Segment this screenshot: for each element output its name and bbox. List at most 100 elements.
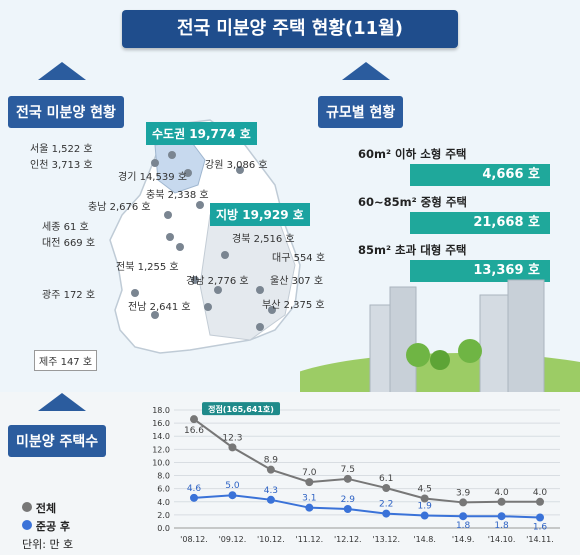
data-point xyxy=(305,478,314,487)
data-label: 7.0 xyxy=(302,468,317,478)
label-jeju: 제주 147 호 xyxy=(34,350,98,371)
x-tick-label: '11.12. xyxy=(296,535,324,544)
non-capital-region-tag: 지방 19,929 호 xyxy=(210,203,310,226)
data-point xyxy=(536,513,544,522)
label-daegu: 대구 554 호 xyxy=(272,253,326,264)
data-label: 4.0 xyxy=(494,488,509,498)
data-label: 7.5 xyxy=(341,465,355,475)
y-tick-label: 16.0 xyxy=(152,419,170,428)
data-point xyxy=(266,495,275,504)
data-point xyxy=(459,512,468,521)
size-medium-label: 60~85m² 중형 주택 xyxy=(358,195,467,209)
label-chungnam: 충남 2,676 호 xyxy=(88,202,151,213)
line-chart: 0.0 2.0 4.0 6.0 8.0 10.0 12.0 14.0 16.0 18.0 '08.1… xyxy=(152,402,560,544)
y-tick-label: 18.0 xyxy=(152,406,170,415)
label-jeonnam: 전남 2,641 호 xyxy=(128,302,191,313)
legend-total-dot xyxy=(22,502,32,512)
x-tick-label: '08.12. xyxy=(180,535,208,544)
legend-completed-dot xyxy=(22,520,32,530)
size-small-value: 4,666 호 xyxy=(410,164,550,186)
size-large-label: 85m² 초과 대형 주택 xyxy=(358,243,467,257)
x-tick-label: '14.11. xyxy=(526,535,554,544)
data-point xyxy=(343,474,352,483)
label-gangwon: 강원 3,086 호 xyxy=(205,160,268,171)
page-title: 전국 미분양 주택 현황(11월) xyxy=(122,10,458,48)
data-point xyxy=(228,443,237,452)
label-gwangju: 광주 172 호 xyxy=(42,290,96,301)
x-tick-label: '13.12. xyxy=(372,535,400,544)
chart-section-tag: 미분양 주택수 xyxy=(8,425,107,457)
data-point xyxy=(305,503,314,512)
label-incheon: 인천 3,713 호 xyxy=(30,160,93,171)
label-jeonbuk: 전북 1,255 호 xyxy=(116,262,179,273)
data-label: 12.3 xyxy=(222,433,242,443)
house-icon xyxy=(326,62,390,80)
label-busan: 부산 2,375 호 xyxy=(262,300,325,311)
x-tick-label: '14.8. xyxy=(413,535,436,544)
data-label: 2.9 xyxy=(341,495,356,505)
data-point xyxy=(382,509,391,518)
size-section-tag: 규모별 현황 xyxy=(318,96,404,128)
data-point xyxy=(343,504,352,513)
data-point xyxy=(190,415,198,424)
label-gyeongnam: 경남 2,776 호 xyxy=(186,276,249,287)
map-section-tag: 전국 미분양 현황 xyxy=(8,96,124,128)
house-icon xyxy=(22,393,86,411)
y-tick-label: 10.0 xyxy=(152,458,170,467)
legend-total: 전체 xyxy=(22,500,56,516)
peak-annotation: 정점(165,641호) xyxy=(208,404,274,414)
data-point xyxy=(536,497,544,506)
data-point xyxy=(266,465,275,474)
x-tick-label: '09.12. xyxy=(219,535,247,544)
x-tick-label: '14.9. xyxy=(452,535,475,544)
data-label: 1.6 xyxy=(533,523,548,533)
data-label: 1.8 xyxy=(494,521,509,531)
data-point xyxy=(382,484,391,493)
data-label: 5.0 xyxy=(225,481,240,491)
label-ulsan: 울산 307 호 xyxy=(270,276,324,287)
data-point xyxy=(497,497,506,506)
size-large-value: 13,369 호 xyxy=(410,260,550,282)
peak-annotation-box xyxy=(202,402,280,416)
data-label: 4.6 xyxy=(187,484,202,494)
label-gyeongbuk: 경북 2,516 호 xyxy=(232,234,295,245)
y-tick-label: 6.0 xyxy=(157,485,170,494)
y-tick-label: 14.0 xyxy=(152,432,170,441)
data-label: 8.9 xyxy=(264,456,279,466)
data-point xyxy=(228,491,237,500)
x-tick-label: '12.12. xyxy=(334,535,362,544)
data-label: 3.1 xyxy=(302,494,316,504)
y-tick-label: 0.0 xyxy=(157,524,170,533)
legend-completed: 준공 후 xyxy=(22,518,70,534)
label-sejong: 세종 61 호 xyxy=(42,222,89,233)
data-label: 1.8 xyxy=(456,521,471,531)
data-label: 4.3 xyxy=(264,486,278,496)
data-label: 16.6 xyxy=(184,426,204,436)
y-tick-label: 4.0 xyxy=(157,498,170,507)
data-point xyxy=(420,511,429,520)
buildings-illustration xyxy=(300,279,580,395)
house-icon xyxy=(22,62,86,80)
y-tick-label: 12.0 xyxy=(152,445,170,454)
data-label: 6.1 xyxy=(379,474,393,484)
y-tick-label: 2.0 xyxy=(157,511,170,520)
x-tick-label: '14.10. xyxy=(488,535,516,544)
data-point xyxy=(190,493,198,502)
label-chungbuk: 충북 2,338 호 xyxy=(146,190,209,201)
x-tick-label: '10.12. xyxy=(257,535,285,544)
unit-label: 단위: 만 호 xyxy=(22,538,74,551)
korea-map xyxy=(109,119,301,354)
label-daejeon: 대전 669 호 xyxy=(42,238,96,249)
data-point xyxy=(497,512,506,521)
label-seoul: 서울 1,522 호 xyxy=(30,144,93,155)
y-tick-label: 8.0 xyxy=(157,472,170,481)
legend-completed-label: 준공 후 xyxy=(35,520,71,533)
data-label: 2.2 xyxy=(379,500,393,510)
data-label: 4.5 xyxy=(418,485,432,495)
series-line xyxy=(193,418,540,504)
data-point xyxy=(420,494,429,503)
data-label: 1.9 xyxy=(418,502,433,512)
data-label: 3.9 xyxy=(456,488,471,498)
capital-region-tag: 수도권 19,774 호 xyxy=(146,122,257,145)
data-label: 4.0 xyxy=(533,488,548,498)
